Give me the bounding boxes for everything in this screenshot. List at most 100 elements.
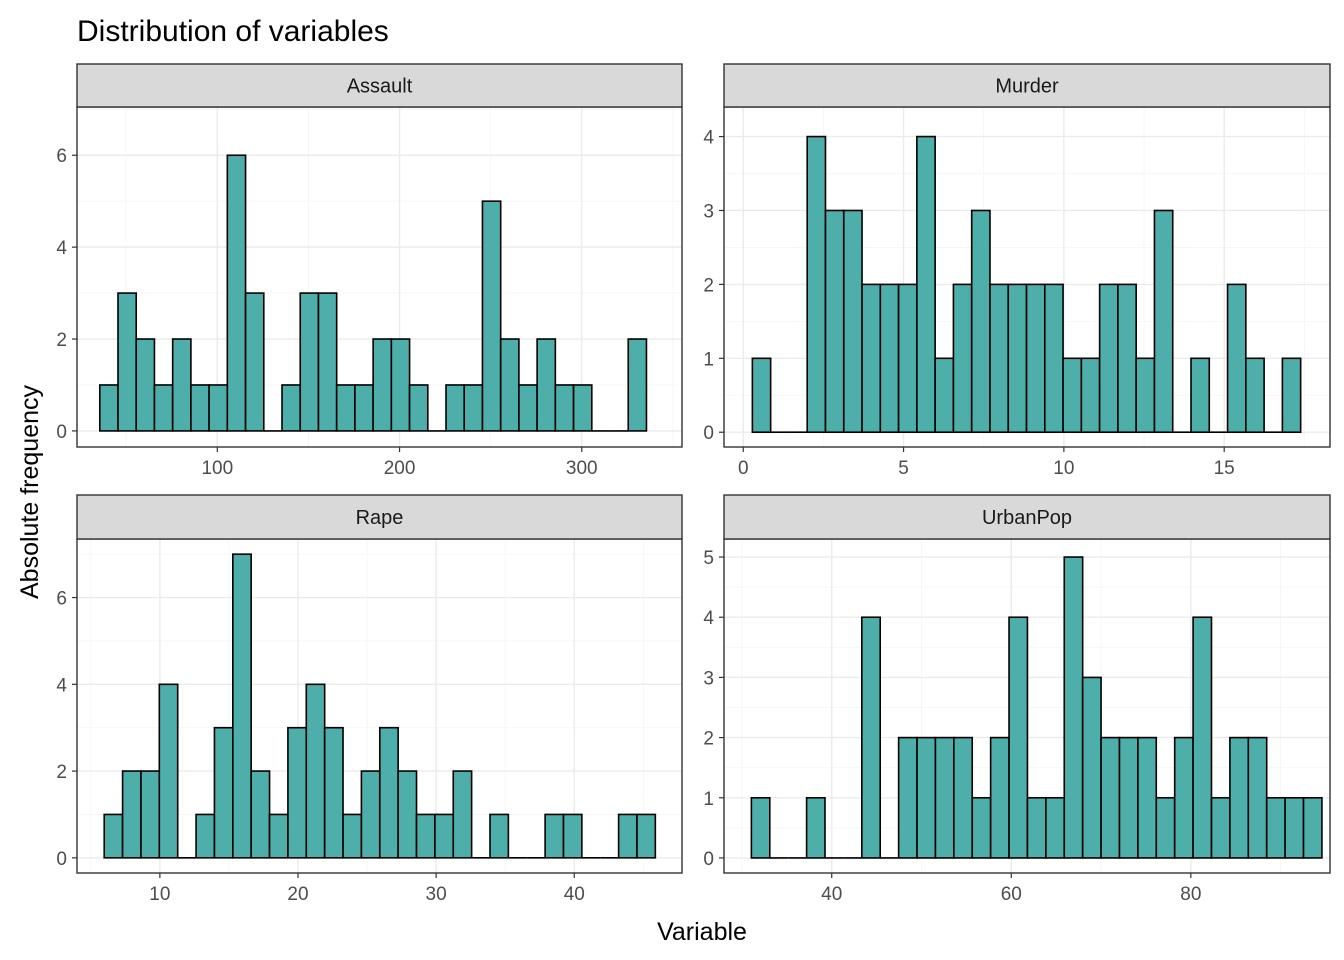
facet-panel-assault: Assault 100 200 300 0 2 4 6	[56, 63, 683, 479]
chart-title: Distribution of variables	[77, 15, 389, 48]
y-tick-label: 4	[703, 128, 714, 149]
histogram-bar	[751, 357, 772, 434]
x-tick-label: 60	[1001, 884, 1022, 905]
histogram-bar	[1045, 796, 1066, 859]
histogram-bar	[153, 384, 174, 432]
histogram-bar	[499, 338, 520, 432]
histogram-bar	[934, 736, 955, 859]
y-tick-label: 6	[56, 589, 67, 610]
histogram-bar	[1007, 283, 1028, 434]
histogram-bar	[750, 796, 771, 859]
histogram-bar	[195, 813, 216, 859]
histogram-bar	[1063, 556, 1084, 859]
histogram-bar	[617, 813, 638, 859]
x-axis-title: Variable	[657, 918, 747, 946]
x-axis: 100 200 300	[201, 447, 598, 479]
histogram-bar	[158, 683, 179, 859]
y-axis-title: Absolute frequency	[16, 384, 44, 599]
x-tick-label: 30	[426, 884, 447, 905]
y-tick-label: 2	[703, 729, 714, 750]
histogram-bar	[354, 384, 374, 432]
histogram-bar	[397, 770, 418, 859]
histogram-bar	[117, 292, 138, 432]
histogram-bar	[226, 154, 247, 432]
histogram-bar	[1137, 736, 1158, 859]
facet-strip	[723, 63, 1331, 108]
histogram-bar	[232, 553, 252, 859]
histogram-bar	[299, 292, 320, 432]
histogram-bar	[305, 683, 326, 859]
facet-strip-label: Rape	[356, 507, 404, 529]
facet-strip-label: Assault	[347, 76, 413, 98]
y-tick-label: 0	[56, 849, 67, 870]
histogram-bar	[103, 813, 124, 859]
y-axis: 0 1 2 3 4	[703, 128, 724, 444]
histogram-bar	[250, 770, 271, 859]
histogram-bar	[1008, 616, 1029, 859]
y-tick-label: 4	[703, 608, 714, 629]
facet-panel-urbanpop: UrbanPop 40 60 80 0 1 2 3 4 5	[703, 494, 1331, 905]
histogram-bar	[572, 384, 593, 432]
histogram-bar	[1226, 283, 1247, 434]
histogram-bar	[897, 283, 918, 434]
histogram-bar	[213, 726, 234, 859]
histogram-bar	[1098, 283, 1119, 434]
histogram-bar	[1117, 283, 1137, 434]
facet-strip	[76, 494, 683, 540]
x-tick-label: 10	[149, 884, 170, 905]
histogram-bar	[971, 796, 992, 859]
histogram-bar	[952, 283, 973, 434]
histogram-bar	[1153, 209, 1174, 434]
histogram-bar	[953, 736, 974, 859]
facet-strip-label: UrbanPop	[982, 507, 1072, 529]
histogram-bar	[1192, 616, 1213, 859]
histogram-bar	[934, 357, 955, 434]
x-tick-label: 0	[738, 458, 749, 479]
histogram-bar	[135, 338, 156, 432]
histogram-bar	[544, 813, 565, 859]
histogram-bar	[806, 135, 827, 434]
histogram-bar	[171, 338, 192, 432]
histogram-bar	[1302, 796, 1323, 859]
x-axis: 40 60 80	[821, 873, 1201, 905]
histogram-bar	[481, 200, 502, 432]
x-tick-label: 5	[898, 458, 909, 479]
histogram-bar	[861, 283, 882, 434]
y-tick-label: 6	[56, 146, 67, 167]
x-axis: 10 20 30 40	[149, 873, 585, 905]
histogram-bar	[916, 135, 936, 434]
histogram-bar	[378, 726, 399, 859]
histogram-bar	[1210, 796, 1231, 859]
histogram-bar	[323, 726, 344, 859]
histogram-bar	[518, 384, 538, 432]
facet-panel-murder: Murder 0 5 10 15 0 1 2 3 4	[703, 63, 1331, 479]
histogram-bar	[536, 338, 557, 432]
y-tick-label: 3	[703, 668, 714, 689]
histogram-bar	[190, 384, 210, 432]
histogram-bar	[916, 736, 937, 859]
facet-panel-rape: Rape 10 20 30 40 0 2 4 6	[56, 494, 683, 905]
histogram-bar	[360, 770, 381, 859]
histogram-bar	[1155, 796, 1176, 859]
y-tick-label: 0	[703, 849, 714, 870]
histogram-bar	[1173, 736, 1194, 859]
histogram-bar	[463, 384, 484, 432]
histogram-bar	[244, 292, 265, 432]
y-tick-label: 2	[56, 762, 67, 783]
histogram-bar	[627, 338, 648, 432]
histogram-bar	[1081, 676, 1102, 859]
histogram-bar	[1135, 357, 1156, 434]
histogram-bar	[989, 283, 1010, 434]
y-axis: 0 1 2 3 4 5	[703, 548, 724, 870]
histogram-bar	[861, 616, 882, 859]
x-tick-label: 10	[1053, 458, 1074, 479]
histogram-bar	[1229, 736, 1250, 859]
histogram-bar	[970, 209, 991, 434]
histogram-bar	[1026, 796, 1047, 859]
histogram-bars	[103, 553, 657, 859]
histogram-bar	[281, 384, 302, 432]
histogram-bar	[1284, 796, 1305, 859]
facet-strip-label: Murder	[995, 76, 1059, 98]
histogram-bar	[372, 338, 393, 432]
